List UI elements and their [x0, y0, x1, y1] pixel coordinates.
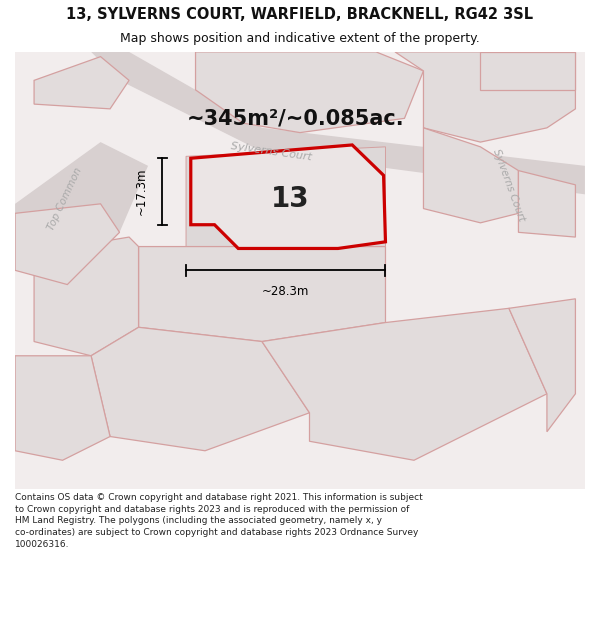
Polygon shape: [139, 247, 385, 341]
Text: Contains OS data © Crown copyright and database right 2021. This information is : Contains OS data © Crown copyright and d…: [15, 493, 423, 549]
Polygon shape: [91, 52, 585, 194]
Text: Map shows position and indicative extent of the property.: Map shows position and indicative extent…: [120, 32, 480, 46]
Text: ~17.3m: ~17.3m: [135, 168, 148, 215]
Polygon shape: [518, 171, 575, 237]
Polygon shape: [34, 57, 129, 109]
Text: Sylverns Court: Sylverns Court: [491, 148, 527, 222]
Polygon shape: [196, 52, 424, 132]
Polygon shape: [191, 145, 385, 249]
Polygon shape: [15, 356, 110, 460]
Text: ~28.3m: ~28.3m: [262, 285, 310, 298]
Polygon shape: [15, 204, 119, 284]
Polygon shape: [509, 299, 575, 432]
Polygon shape: [395, 52, 575, 142]
Polygon shape: [91, 328, 310, 451]
Text: 13: 13: [271, 185, 310, 213]
Polygon shape: [481, 52, 575, 90]
Polygon shape: [186, 147, 385, 247]
Polygon shape: [15, 52, 585, 489]
Text: ~345m²/~0.085ac.: ~345m²/~0.085ac.: [187, 108, 404, 128]
Text: Top Common: Top Common: [46, 166, 83, 232]
Text: Sylverns Court: Sylverns Court: [230, 141, 313, 162]
Polygon shape: [262, 308, 547, 460]
Text: 13, SYLVERNS COURT, WARFIELD, BRACKNELL, RG42 3SL: 13, SYLVERNS COURT, WARFIELD, BRACKNELL,…: [67, 7, 533, 22]
Polygon shape: [424, 128, 518, 223]
Polygon shape: [34, 237, 139, 356]
Polygon shape: [15, 142, 148, 280]
